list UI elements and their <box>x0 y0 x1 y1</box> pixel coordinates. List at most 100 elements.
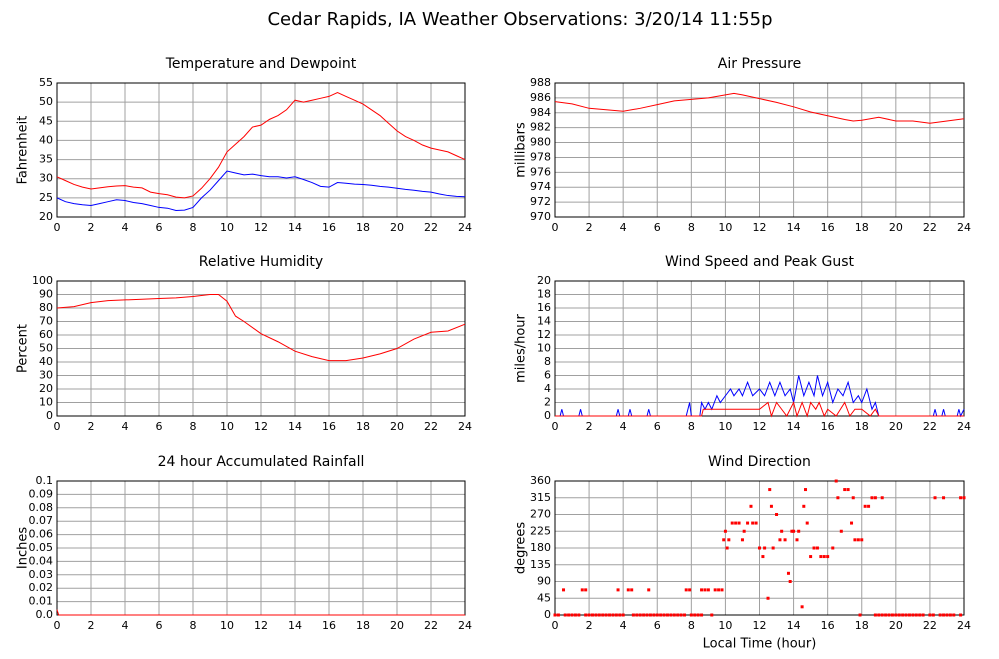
y-axis-label: Inches <box>16 527 31 569</box>
data-point <box>962 496 966 500</box>
y-axis-label: Percent <box>16 324 31 373</box>
data-point <box>778 538 782 542</box>
data-point <box>851 496 855 500</box>
x-tick-label: 24 <box>458 420 472 433</box>
y-tick-label: 0.02 <box>29 581 54 594</box>
x-tick-label: 10 <box>220 221 234 234</box>
y-tick-label: 45 <box>537 591 551 604</box>
data-point <box>570 613 574 617</box>
data-point <box>860 538 864 542</box>
panel: 24 hour Accumulated RainfallInches0.00.0… <box>16 454 473 632</box>
y-tick-label: 0.07 <box>29 514 54 527</box>
x-tick-label: 18 <box>356 221 370 234</box>
data-point <box>737 521 741 525</box>
x-tick-label: 0 <box>54 221 61 234</box>
data-point <box>942 496 946 500</box>
x-tick-label: 20 <box>889 221 903 234</box>
panel-title: Wind Speed and Peak Gust <box>665 254 854 270</box>
y-tick-label: 30 <box>39 369 53 382</box>
data-point <box>880 496 884 500</box>
y-tick-label: 180 <box>530 541 551 554</box>
x-tick-label: 12 <box>753 420 767 433</box>
data-point <box>590 613 594 617</box>
data-point <box>938 613 942 617</box>
data-point <box>713 588 717 592</box>
data-point <box>689 613 693 617</box>
data-point <box>873 496 877 500</box>
data-point <box>573 613 577 617</box>
y-tick-label: 25 <box>39 191 53 204</box>
data-point <box>758 546 761 550</box>
data-point <box>608 613 612 617</box>
data-point <box>594 613 598 617</box>
x-tick-label: 22 <box>923 619 937 632</box>
y-tick-label: 14 <box>537 315 551 328</box>
x-tick-label: 24 <box>957 420 971 433</box>
x-tick-label: 16 <box>322 221 336 234</box>
y-tick-label: 0 <box>544 608 551 621</box>
y-axis-label: Fahrenheit <box>16 116 31 185</box>
x-tick-label: 12 <box>254 619 268 632</box>
y-tick-label: 982 <box>530 121 551 134</box>
data-point <box>652 613 656 617</box>
y-axis-label: millibars <box>514 122 529 178</box>
x-tick-label: 6 <box>156 221 163 234</box>
x-tick-label: 8 <box>688 221 695 234</box>
y-tick-label: 225 <box>530 524 551 537</box>
x-tick-label: 22 <box>923 221 937 234</box>
plot-frame <box>56 280 466 417</box>
panel: Wind Direction degrees Local Time (hour) 0 4… <box>514 454 972 652</box>
data-point <box>819 555 823 559</box>
data-point <box>655 613 659 617</box>
y-tick-label: 90 <box>39 288 53 301</box>
x-tick-label: 4 <box>122 221 129 234</box>
data-point <box>775 513 779 516</box>
y-tick-label: 2 <box>544 396 551 409</box>
y-axis-label: miles/hour <box>514 313 529 382</box>
data-point <box>914 613 918 617</box>
x-tick-label: 6 <box>654 221 661 234</box>
data-point <box>904 613 908 617</box>
data-line <box>56 609 465 616</box>
data-point <box>584 613 588 617</box>
data-point <box>897 613 901 617</box>
data-point <box>795 538 799 542</box>
data-point <box>873 613 877 617</box>
x-tick-label: 8 <box>190 420 197 433</box>
x-tick-label: 22 <box>424 221 438 234</box>
y-tick-label: 12 <box>537 328 551 341</box>
data-point <box>662 613 666 617</box>
data-point <box>601 613 605 617</box>
x-tick-label: 0 <box>552 221 559 234</box>
data-point <box>850 521 854 525</box>
y-tick-label: 16 <box>537 301 551 314</box>
x-tick-label: 18 <box>356 420 370 433</box>
data-point <box>877 613 881 617</box>
x-tick-label: 24 <box>957 619 971 632</box>
x-tick-label: 24 <box>458 221 472 234</box>
data-point <box>858 613 862 617</box>
x-tick-label: 22 <box>923 420 937 433</box>
x-tick-label: 14 <box>288 619 302 632</box>
figure-title: Cedar Rapids, IA Weather Observations: 3… <box>267 9 772 30</box>
x-tick-label: 4 <box>122 619 129 632</box>
data-point <box>894 613 898 617</box>
y-tick-label: 0.09 <box>29 487 54 500</box>
y-tick-label: 35 <box>39 153 53 166</box>
data-point <box>734 521 738 525</box>
x-tick-label: 0 <box>552 420 559 433</box>
x-tick-label: 24 <box>957 221 971 234</box>
x-tick-label: 16 <box>821 619 835 632</box>
x-tick-label: 0 <box>54 420 61 433</box>
y-tick-label: 0.08 <box>29 501 54 514</box>
data-point <box>700 588 704 592</box>
x-tick-label: 20 <box>390 619 404 632</box>
data-point <box>800 605 804 609</box>
data-point <box>867 504 871 508</box>
data-point <box>725 546 729 550</box>
data-point <box>648 613 652 617</box>
x-tick-label: 10 <box>220 420 234 433</box>
x-tick-label: 2 <box>586 420 593 433</box>
y-tick-label: 20 <box>39 210 53 223</box>
data-point <box>754 521 758 525</box>
